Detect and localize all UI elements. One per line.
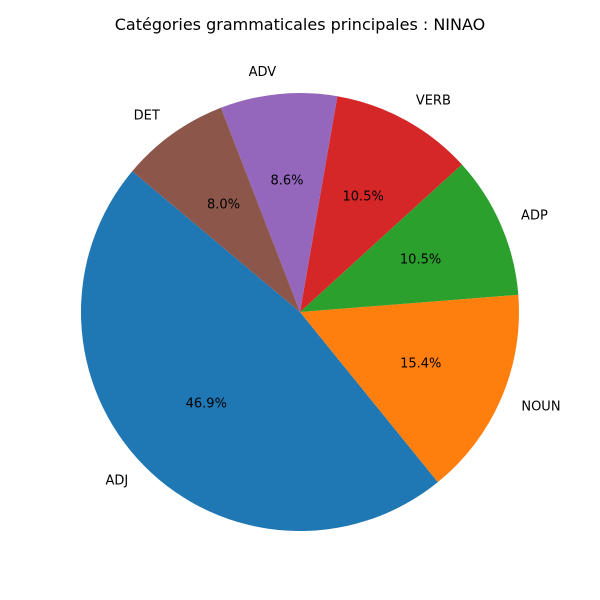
pie-slice-det <box>132 107 300 312</box>
pct-label-noun: 15.4% <box>400 356 441 371</box>
pct-label-adv: 8.6% <box>270 174 303 189</box>
pct-label-det: 8.0% <box>207 198 240 213</box>
pct-label-verb: 10.5% <box>343 189 384 204</box>
pie-slices <box>81 92 519 531</box>
pct-label-adj: 46.9% <box>186 397 227 412</box>
pie-slice-adj <box>81 171 438 531</box>
pie-slice-adv <box>220 92 338 312</box>
chart-title: Catégories grammaticales principales : N… <box>115 15 486 34</box>
category-label-adv: ADV <box>249 65 277 80</box>
category-label-verb: VERB <box>416 93 451 108</box>
pie-slice-adp <box>300 164 519 312</box>
pie-labels: 46.9% ADJ 15.4% NOUN 10.5% ADP 10.5% VERB 8.6% AD… <box>105 65 560 489</box>
category-label-det: DET <box>134 109 160 124</box>
pct-label-adp: 10.5% <box>400 252 441 267</box>
category-label-adp: ADP <box>521 209 548 224</box>
category-label-adj: ADJ <box>105 473 128 488</box>
category-label-noun: NOUN <box>521 400 560 415</box>
pie-slice-verb <box>300 96 462 312</box>
pie-slice-noun <box>300 294 519 483</box>
